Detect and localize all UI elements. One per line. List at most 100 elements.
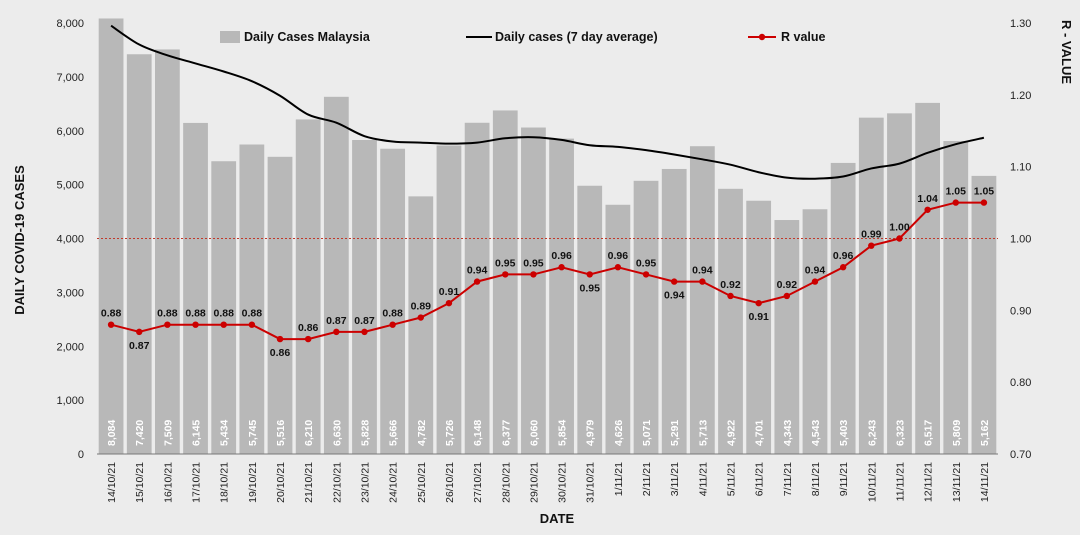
bar bbox=[155, 49, 180, 454]
bar-value-label: 6,243 bbox=[866, 420, 878, 446]
bar-value-label: 7,420 bbox=[134, 420, 146, 446]
x-tick-label: 21/10/21 bbox=[303, 462, 315, 503]
r-value-label: 0.87 bbox=[354, 315, 375, 327]
bar-value-label: 5,071 bbox=[641, 420, 653, 446]
bar-value-label: 6,148 bbox=[472, 420, 484, 446]
bar bbox=[98, 18, 124, 455]
r-value-label: 0.91 bbox=[748, 311, 769, 323]
y-tick-label: 8,000 bbox=[56, 18, 84, 30]
r-value-label: 0.96 bbox=[833, 250, 854, 262]
x-tick-label: 29/10/21 bbox=[528, 462, 540, 503]
y-tick-label: 1,000 bbox=[56, 395, 84, 407]
bar-value-label: 4,782 bbox=[416, 420, 428, 446]
r-value-label: 0.95 bbox=[523, 257, 544, 269]
bar bbox=[774, 220, 800, 454]
x-tick-label: 6/11/21 bbox=[754, 462, 766, 496]
r-value-label: 0.94 bbox=[664, 290, 685, 302]
x-tick-label: 5/11/21 bbox=[726, 462, 738, 496]
y-tick-label: 5,000 bbox=[56, 180, 84, 192]
y-tick-label: 3,000 bbox=[56, 287, 84, 299]
x-tick-label: 11/11/21 bbox=[894, 462, 906, 501]
r-value-point bbox=[276, 335, 284, 343]
legend-marker-r bbox=[758, 33, 766, 41]
bar-value-label: 5,291 bbox=[669, 420, 681, 446]
x-tick-label: 26/10/21 bbox=[444, 462, 456, 503]
y2-tick-label: 1.10 bbox=[1010, 162, 1031, 174]
x-tick-label: 16/10/21 bbox=[162, 462, 174, 503]
bar bbox=[352, 140, 377, 455]
r-value-label: 1.04 bbox=[917, 193, 938, 205]
bar-value-label: 8,084 bbox=[106, 420, 118, 446]
bar bbox=[126, 54, 152, 455]
bar-value-label: 5,726 bbox=[444, 420, 456, 446]
bar bbox=[267, 156, 293, 454]
y2-tick-label: 0.70 bbox=[1010, 449, 1031, 461]
bar bbox=[295, 119, 321, 454]
x-tick-label: 28/10/21 bbox=[500, 462, 512, 503]
r-value-label: 0.89 bbox=[411, 301, 432, 313]
y2-axis-title: R - VALUE bbox=[1059, 20, 1074, 84]
r-value-label: 0.95 bbox=[495, 257, 516, 269]
r-value-label: 0.88 bbox=[382, 308, 403, 320]
bar bbox=[408, 196, 434, 454]
r-value-label: 0.86 bbox=[298, 322, 319, 334]
x-tick-label: 8/11/21 bbox=[810, 462, 822, 496]
x-tick-label: 1/11/21 bbox=[613, 462, 625, 496]
x-tick-label: 24/10/21 bbox=[388, 462, 400, 503]
bar bbox=[689, 146, 715, 454]
bar bbox=[521, 127, 546, 454]
r-value-point bbox=[839, 264, 847, 271]
bar-value-label: 6,517 bbox=[923, 420, 935, 446]
r-value-point bbox=[980, 199, 988, 206]
r-value-label: 0.87 bbox=[129, 340, 150, 352]
legend-label-bar: Daily Cases Malaysia bbox=[244, 30, 371, 44]
y-tick-label: 2,000 bbox=[56, 341, 84, 353]
x-tick-label: 14/10/21 bbox=[106, 462, 118, 503]
r-value-point bbox=[952, 199, 959, 206]
y2-tick-label: 0.90 bbox=[1010, 305, 1031, 317]
r-value-point bbox=[164, 321, 171, 328]
r-value-point bbox=[389, 321, 396, 328]
r-value-label: 0.92 bbox=[720, 279, 741, 291]
x-tick-label: 25/10/21 bbox=[416, 462, 428, 503]
bar-value-label: 5,713 bbox=[697, 420, 709, 446]
r-value-point bbox=[783, 292, 791, 300]
x-tick-label: 9/11/21 bbox=[838, 462, 850, 496]
bar-value-label: 4,922 bbox=[726, 420, 738, 446]
bar bbox=[605, 204, 631, 454]
x-tick-label: 12/11/21 bbox=[923, 462, 935, 502]
bar bbox=[211, 161, 237, 454]
r-value-label: 0.86 bbox=[270, 347, 291, 359]
x-axis-title: DATE bbox=[540, 511, 575, 526]
x-tick-label: 7/11/21 bbox=[782, 462, 794, 496]
x-tick-label: 2/11/21 bbox=[641, 462, 653, 496]
r-value-label: 0.96 bbox=[551, 250, 572, 262]
x-tick-label: 30/10/21 bbox=[557, 462, 569, 503]
bar-value-label: 5,854 bbox=[557, 420, 569, 446]
bar-value-label: 5,434 bbox=[219, 420, 231, 446]
avg-line bbox=[110, 24, 985, 180]
x-tick-label: 27/10/21 bbox=[472, 462, 484, 503]
bar-value-label: 6,377 bbox=[500, 420, 512, 446]
x-tick-label: 13/11/21 bbox=[951, 462, 963, 502]
r-value-label: 0.94 bbox=[805, 265, 826, 277]
r-value-point bbox=[248, 321, 256, 328]
bar bbox=[661, 168, 687, 454]
x-tick-label: 23/10/21 bbox=[359, 462, 371, 503]
r-value-point bbox=[107, 321, 115, 328]
r-value-label: 0.91 bbox=[439, 286, 460, 298]
r-value-point bbox=[811, 278, 819, 285]
bar bbox=[887, 113, 912, 454]
bar bbox=[633, 180, 659, 455]
r-value-label: 0.94 bbox=[692, 265, 713, 277]
r-value-point bbox=[136, 328, 143, 336]
bar-value-label: 5,516 bbox=[275, 420, 287, 446]
bar bbox=[549, 138, 574, 454]
bar-value-label: 5,809 bbox=[951, 420, 963, 446]
r-value-label: 0.88 bbox=[242, 308, 263, 320]
r-value-label: 0.87 bbox=[326, 315, 347, 327]
bar-value-label: 6,323 bbox=[894, 420, 906, 446]
r-value-label: 0.99 bbox=[861, 229, 882, 241]
bar-value-label: 4,626 bbox=[613, 420, 625, 446]
r-value-point bbox=[220, 321, 227, 328]
